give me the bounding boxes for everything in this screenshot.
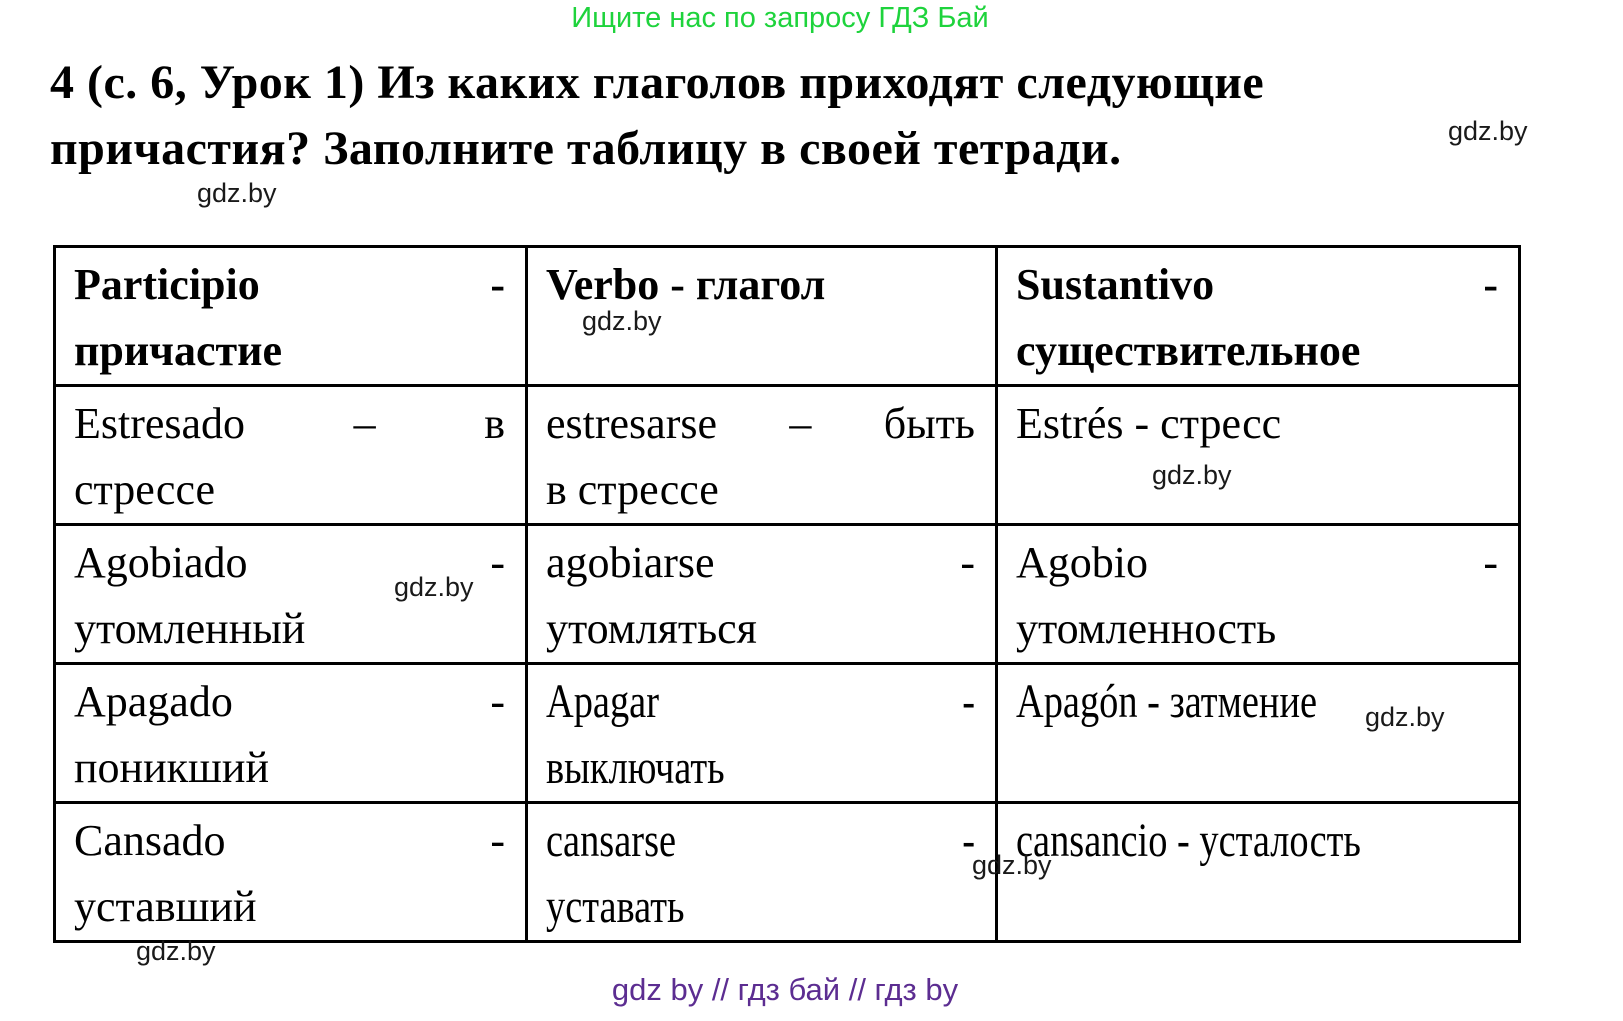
cell-text: существительное (1016, 326, 1361, 375)
gdz-watermark: gdz.by (1365, 702, 1445, 732)
cell-text: Estresado (74, 399, 246, 448)
exercise-title: 4 (с. 6, Урок 1) Из каких глаголов прихо… (50, 50, 1590, 182)
exercise-title-line-1: 4 (с. 6, Урок 1) Из каких глаголов прихо… (50, 56, 1265, 109)
cell-text: - (962, 814, 975, 867)
cell-text: - (490, 677, 505, 726)
cell-text: Apagado (74, 677, 233, 726)
footer-watermark: gdz by // гдз бай // гдз by (611, 972, 959, 1007)
table-row: Agobiado - утомленный agobiarse - утомляться A… (53, 523, 1521, 665)
table-cell: Apagar - выключать (525, 662, 998, 804)
table-header-cell: Participio - причастие (53, 245, 528, 387)
table-cell: Agobiado - утомленный (53, 523, 528, 665)
cell-text: стрессе (74, 465, 216, 514)
cell-text: – (353, 399, 376, 448)
table-cell: Cansado - уставший (53, 801, 528, 943)
gdz-watermark: gdz.by (582, 306, 662, 336)
cell-text: Verbo - глагол (546, 260, 826, 309)
gdz-watermark: gdz.by (972, 850, 1052, 880)
participle-verb-noun-table: Participio - причастие Verbo - глагол Sustan… (53, 245, 1521, 943)
cell-text: – (789, 399, 812, 448)
table-row: Apagado - поникший Apagar - выключать Apagón -… (53, 662, 1521, 804)
cell-text: cansarse (546, 814, 677, 867)
table-row: Cansado - уставший cansarse - уставать cansanc… (53, 801, 1521, 943)
table-cell: cansarse - уставать (525, 801, 998, 943)
cell-text: поникший (74, 743, 269, 792)
cell-text: Estrés - стресс (1016, 399, 1282, 448)
cell-text: в (484, 399, 505, 448)
cell-text: - (1483, 260, 1498, 309)
cell-text: Agobio (1016, 538, 1148, 587)
cell-text: Apagar (546, 675, 660, 728)
cell-text: agobiarse (546, 538, 715, 587)
cell-text: Sustantivo (1016, 260, 1215, 309)
table-cell: Estrés - стресс (995, 384, 1521, 526)
gdz-watermark: gdz.by (1152, 460, 1232, 490)
cell-text: estresarse (546, 399, 718, 448)
exercise-title-line-2: причастия? Заполните таблицу в своей тет… (50, 122, 1122, 175)
table-header-cell: Verbo - глагол (525, 245, 998, 387)
table-header-cell: Sustantivo - существительное (995, 245, 1521, 387)
table-cell: Estresado – в стрессе (53, 384, 528, 526)
cell-text: - (962, 675, 975, 728)
cell-text: уставать (546, 880, 685, 933)
cell-text: cansancio - усталость (1016, 814, 1361, 867)
table-cell: Apagón - затмение (995, 662, 1521, 804)
table-header-row: Participio - причастие Verbo - глагол Sustan… (53, 245, 1521, 387)
gdz-watermark: gdz.by (136, 936, 216, 966)
table-row: Estresado – в стрессе estresarse – быть в стрес… (53, 384, 1521, 526)
gdz-watermark: gdz.by (394, 572, 474, 602)
cell-text: - (490, 816, 505, 865)
cell-text: Apagón - затмение (1016, 675, 1318, 728)
cell-text: утомленный (74, 604, 306, 653)
gdz-watermark: gdz.by (197, 178, 277, 208)
cell-text: - (490, 538, 505, 587)
cell-text: причастие (74, 326, 283, 375)
cell-text: Participio (74, 260, 260, 309)
cell-text: утомленность (1016, 604, 1277, 653)
table-cell: cansancio - усталость (995, 801, 1521, 943)
table-cell: estresarse – быть в стрессе (525, 384, 998, 526)
cell-text: - (1483, 538, 1498, 587)
table-cell: Agobio - утомленность (995, 523, 1521, 665)
cell-text: в стрессе (546, 465, 719, 514)
cell-text: Agobiado (74, 538, 248, 587)
gdz-watermark: gdz.by (1448, 116, 1528, 146)
cell-text: уставший (74, 882, 257, 931)
cell-text: утомляться (546, 604, 757, 653)
cell-text: - (490, 260, 505, 309)
table-cell: agobiarse - утомляться (525, 523, 998, 665)
table-cell: Apagado - поникший (53, 662, 528, 804)
cell-text: выключать (546, 741, 725, 794)
cell-text: Cansado (74, 816, 226, 865)
cell-text: быть (883, 399, 975, 448)
top-banner-text: Ищите нас по запросу ГДЗ Бай (571, 2, 989, 34)
cell-text: - (960, 538, 975, 587)
